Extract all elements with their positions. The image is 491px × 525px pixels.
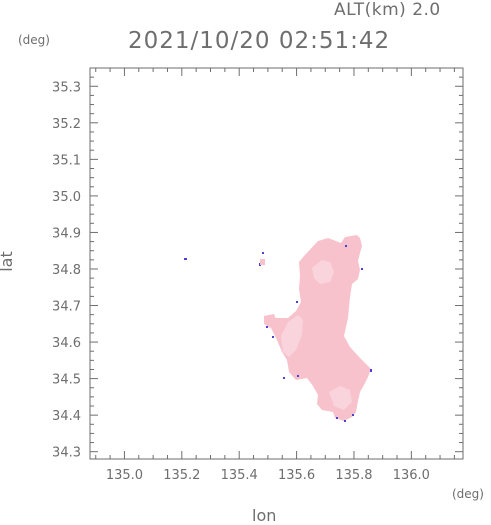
echo-speck bbox=[260, 259, 265, 265]
x-tick-label: 135.8 bbox=[335, 468, 372, 483]
x-axis: 135.0 135.2 135.4 135.6 135.8 136.0 bbox=[95, 68, 455, 483]
x-axis-label: lon bbox=[252, 506, 277, 525]
echo-fragment bbox=[264, 314, 277, 328]
echo-light-area-3 bbox=[329, 386, 352, 410]
x-tick-label: 135.6 bbox=[278, 468, 315, 483]
x-tick-label: 135.4 bbox=[221, 468, 258, 483]
timestamp-label: 2021/10/20 02:51:42 bbox=[128, 28, 391, 54]
y-tick-label: 34.9 bbox=[52, 226, 81, 241]
y-tick-label: 34.4 bbox=[52, 409, 81, 424]
echo-light-area-2 bbox=[312, 260, 334, 284]
y-tick-label: 34.3 bbox=[52, 446, 81, 461]
x-tick-label: 135.0 bbox=[106, 468, 143, 483]
x-unit-label: (deg) bbox=[452, 487, 484, 501]
y-tick-label: 34.6 bbox=[52, 336, 81, 351]
echo-region bbox=[184, 235, 372, 422]
y-tick-label: 35.3 bbox=[52, 80, 81, 95]
x-tick-label: 135.2 bbox=[163, 468, 200, 483]
y-tick-label: 35.0 bbox=[52, 190, 81, 205]
y-tick-label: 34.7 bbox=[52, 300, 81, 315]
x-tick-label: 136.0 bbox=[393, 468, 430, 483]
altitude-label: ALT(km) 2.0 bbox=[334, 0, 441, 20]
echo-light-area bbox=[281, 315, 303, 357]
plot-frame bbox=[89, 67, 464, 460]
y-tick-label: 34.8 bbox=[52, 263, 81, 278]
y-tick-label: 34.5 bbox=[52, 373, 81, 388]
y-axis: 35.3 35.2 35.1 35.0 34.9 34.8 34.7 34.6 34.5 34.4… bbox=[52, 76, 463, 461]
y-tick-label: 35.1 bbox=[52, 153, 81, 168]
y-unit-label: (deg) bbox=[18, 33, 50, 47]
echo-main-area bbox=[270, 235, 371, 421]
y-tick-label: 35.2 bbox=[52, 117, 81, 132]
